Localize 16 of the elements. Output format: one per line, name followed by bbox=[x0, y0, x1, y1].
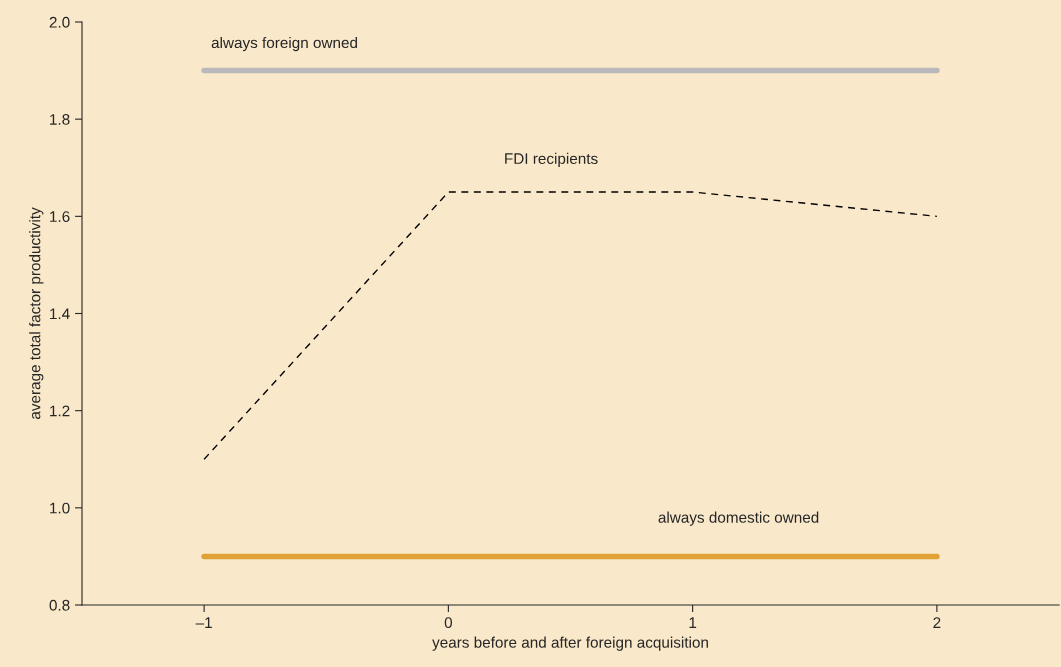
x-tick-label: –1 bbox=[195, 617, 212, 628]
x-tick-label: 0 bbox=[444, 617, 453, 629]
series-label: always domestic owned bbox=[658, 511, 819, 526]
y-tick-label: 1.0 bbox=[50, 502, 70, 514]
series-label: FDI recipients bbox=[505, 152, 598, 168]
y-tick-label: 0.8 bbox=[49, 599, 70, 611]
y-tick-label: 1.2 bbox=[50, 405, 70, 417]
y-axis-title: average total factor productivity bbox=[29, 207, 44, 419]
y-tick-label: 2.0 bbox=[49, 16, 70, 28]
y-tick-label: 1.8 bbox=[50, 114, 70, 125]
x-tick-label: 2 bbox=[933, 617, 941, 628]
x-tick-label: 1 bbox=[689, 617, 697, 628]
y-tick-label: 1.4 bbox=[50, 308, 70, 320]
y-tick-label: 1.6 bbox=[50, 211, 70, 223]
x-axis-title: years before and after foreign acquisition bbox=[432, 636, 708, 651]
series-label: always foreign owned bbox=[211, 36, 358, 52]
